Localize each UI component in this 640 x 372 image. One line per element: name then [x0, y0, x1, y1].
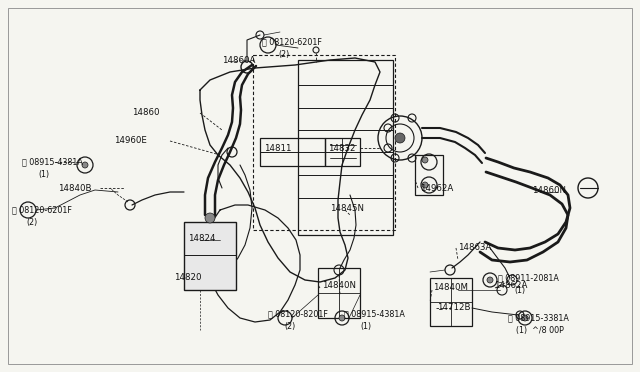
Bar — [430, 278, 472, 326]
Circle shape — [422, 157, 428, 163]
Text: (2): (2) — [284, 321, 295, 330]
Text: Ⓑ 08120-6201F: Ⓑ 08120-6201F — [262, 38, 322, 46]
Circle shape — [395, 133, 405, 143]
Text: (1): (1) — [38, 170, 49, 179]
Circle shape — [339, 315, 345, 321]
Circle shape — [422, 182, 428, 188]
Text: 14832: 14832 — [328, 144, 355, 153]
Text: 14840N: 14840N — [322, 282, 356, 291]
Text: Ⓑ 08120-6201F: Ⓑ 08120-6201F — [12, 205, 72, 215]
Circle shape — [205, 213, 215, 223]
Text: (2): (2) — [26, 218, 37, 227]
Text: 14860: 14860 — [132, 108, 159, 116]
Text: (2): (2) — [278, 49, 289, 58]
Bar — [260, 138, 325, 166]
Text: ⓜ 08915-4381A: ⓜ 08915-4381A — [22, 157, 83, 167]
Text: (1): (1) — [514, 285, 525, 295]
Text: 14840B: 14840B — [58, 183, 92, 192]
Circle shape — [522, 315, 528, 321]
Text: Ⓑ 08120-8201F: Ⓑ 08120-8201F — [268, 310, 328, 318]
Text: ⓓ 08915-3381A: ⓓ 08915-3381A — [508, 314, 569, 323]
Text: 14860N: 14860N — [532, 186, 566, 195]
Text: (1): (1) — [360, 321, 371, 330]
Text: 14862A: 14862A — [494, 282, 527, 291]
Text: 14820: 14820 — [174, 273, 202, 282]
Bar — [415, 155, 443, 195]
Bar — [298, 60, 393, 235]
Text: ⓜ 08915-4381A: ⓜ 08915-4381A — [344, 310, 405, 318]
Bar — [184, 222, 236, 290]
Circle shape — [82, 162, 88, 168]
Text: ⓥ 08911-2081A: ⓥ 08911-2081A — [498, 273, 559, 282]
Bar — [325, 138, 360, 166]
Text: (1)  ^/8 00P: (1) ^/8 00P — [516, 326, 564, 334]
Text: 14811: 14811 — [264, 144, 291, 153]
Circle shape — [487, 277, 493, 283]
Bar — [318, 268, 360, 318]
Text: 14962A: 14962A — [420, 183, 453, 192]
Text: 14845N: 14845N — [330, 203, 364, 212]
Text: 14863A: 14863A — [458, 244, 492, 253]
Text: 14824: 14824 — [188, 234, 216, 243]
Text: 14840M: 14840M — [433, 283, 468, 292]
Text: 14860A: 14860A — [222, 55, 255, 64]
Text: 14712B: 14712B — [437, 304, 470, 312]
Text: 14960E: 14960E — [114, 135, 147, 144]
